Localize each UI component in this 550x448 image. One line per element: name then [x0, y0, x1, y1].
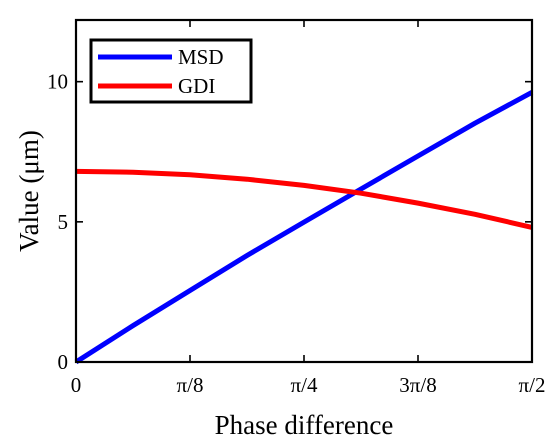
x-tick-label: π/4 [291, 373, 318, 397]
y-tick-label: 0 [58, 350, 69, 374]
y-tick-label: 5 [58, 210, 69, 234]
x-tick-label: π/8 [177, 373, 204, 397]
x-tick-label: π/2 [519, 373, 546, 397]
x-tick-label: 0 [71, 373, 82, 397]
series-layer [74, 90, 534, 365]
x-tick-label: 3π/8 [399, 373, 436, 397]
y-tick-label: 10 [47, 70, 68, 94]
x-axis-title: Phase difference [215, 410, 394, 440]
legend-box [89, 38, 253, 104]
tick-layer: 0 π/8 π/4 3π/8 π/2 0 5 10 [47, 20, 545, 397]
series-line-gdi [75, 168, 533, 230]
series-line-msd [74, 90, 534, 365]
legend: MSD GDI [89, 38, 253, 104]
legend-label-msd: MSD [178, 45, 224, 69]
legend-label-gdi: GDI [178, 74, 215, 98]
y-axis-title: Value (μm) [14, 130, 44, 252]
